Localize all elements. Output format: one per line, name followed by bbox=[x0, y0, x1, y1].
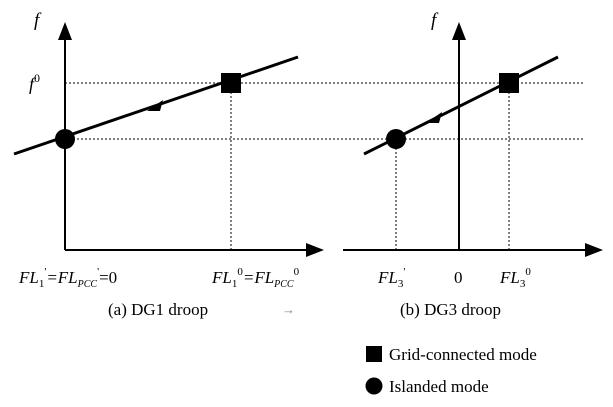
panel-b-islanded-marker bbox=[386, 129, 406, 149]
panel-a-x-left-label: FL1'=FLPCC'=0 bbox=[18, 266, 117, 290]
f0-label: f0 bbox=[29, 71, 40, 94]
panel-b-direction-arrow bbox=[426, 112, 442, 123]
panel-b: f FL3' 0 FL30 (b) DG3 droop bbox=[343, 10, 603, 319]
panel-a-x-axis-arrow bbox=[306, 243, 324, 257]
panel-b-x-left-label: FL3' bbox=[377, 266, 405, 290]
panel-a-caption-arrow: → bbox=[282, 302, 295, 317]
legend-islanded-label: Islanded mode bbox=[389, 377, 489, 396]
panel-a-caption: (a) DG1 droop bbox=[108, 300, 208, 319]
legend-islanded-icon bbox=[365, 377, 383, 395]
panel-b-x-axis-arrow bbox=[585, 243, 603, 257]
panel-b-y-label: f bbox=[431, 10, 439, 31]
panel-a-islanded-marker bbox=[55, 129, 75, 149]
panel-a-x-right-label: FL10=FLPCC0 bbox=[211, 266, 300, 290]
panel-a-direction-arrow bbox=[147, 100, 163, 111]
legend-grid-connected-label: Grid-connected mode bbox=[389, 345, 537, 364]
panel-a-y-label: f bbox=[34, 10, 42, 31]
panel-b-x-zero-label: 0 bbox=[454, 268, 463, 287]
panel-b-y-axis-arrow bbox=[452, 22, 466, 40]
panel-a-y-axis-arrow bbox=[58, 22, 72, 40]
legend-grid-connected-icon bbox=[366, 346, 382, 362]
panel-b-x-right-label: FL30 bbox=[499, 266, 531, 290]
panel-b-grid-connected-marker bbox=[499, 73, 519, 93]
legend: Grid-connected mode Islanded mode bbox=[365, 345, 537, 396]
panel-a: f f0 FL1'=FLPCC'=0 FL10=FLPCC0 (a) DG1 d… bbox=[13, 10, 583, 319]
panel-a-grid-connected-marker bbox=[221, 73, 241, 93]
panel-b-caption: (b) DG3 droop bbox=[400, 300, 501, 319]
